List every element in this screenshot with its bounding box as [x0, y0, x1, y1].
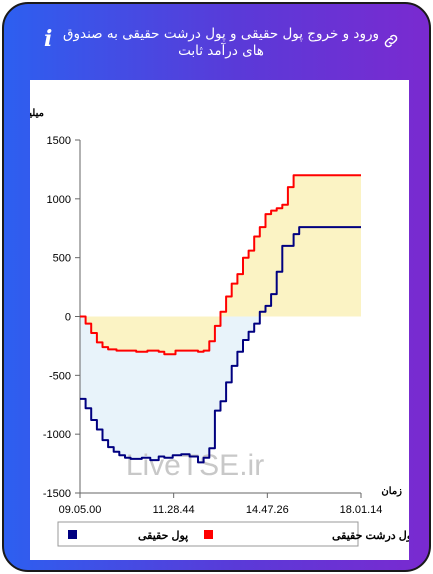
y-tick-label: 1500: [47, 135, 71, 147]
big-real-money-line: [80, 174, 361, 356]
chart-panel: 1500 1000 500 0 -500 -1000 -1500 09.05.00 11.28.…: [4, 80, 416, 560]
chart-title: ورود و خروج پول حقیقی و پول درشت حقیقی ب…: [63, 26, 379, 59]
x-axis-title: زمان: [381, 486, 402, 497]
y-tick-label: 1000: [47, 194, 71, 206]
legend-label[interactable]: پول درشت حقیقی: [332, 530, 416, 542]
x-tick-label: 18.01.14: [340, 504, 383, 516]
legend-swatch[interactable]: [204, 530, 213, 539]
y-axis-title: میلیارد تومان: [30, 108, 44, 119]
info-icon[interactable]: i: [44, 26, 53, 52]
y-tick-label: -1000: [43, 429, 71, 441]
x-tick-label: 11.28.44: [153, 504, 195, 516]
card-header: i ورود و خروج پول حقیقی و پول درشت حقیقی…: [4, 4, 429, 82]
x-tick-label: 14.47.26: [246, 504, 289, 516]
y-tick-label: -1500: [43, 488, 71, 500]
watermark: LiveTSE.ir: [126, 449, 264, 482]
link-icon[interactable]: [382, 32, 400, 50]
y-tick-label: -500: [49, 370, 71, 382]
legend-label[interactable]: پول حقیقی: [138, 530, 188, 542]
big-real-money-area: [80, 175, 361, 355]
real-money-line: [80, 226, 361, 464]
chart-svg: 1500 1000 500 0 -500 -1000 -1500 09.05.00 11.28.…: [4, 108, 416, 547]
x-tick-label: 09.05.00: [59, 504, 102, 516]
y-tick-label: 0: [65, 312, 71, 324]
legend-swatch[interactable]: [68, 530, 77, 539]
y-tick-label: 500: [53, 253, 71, 265]
